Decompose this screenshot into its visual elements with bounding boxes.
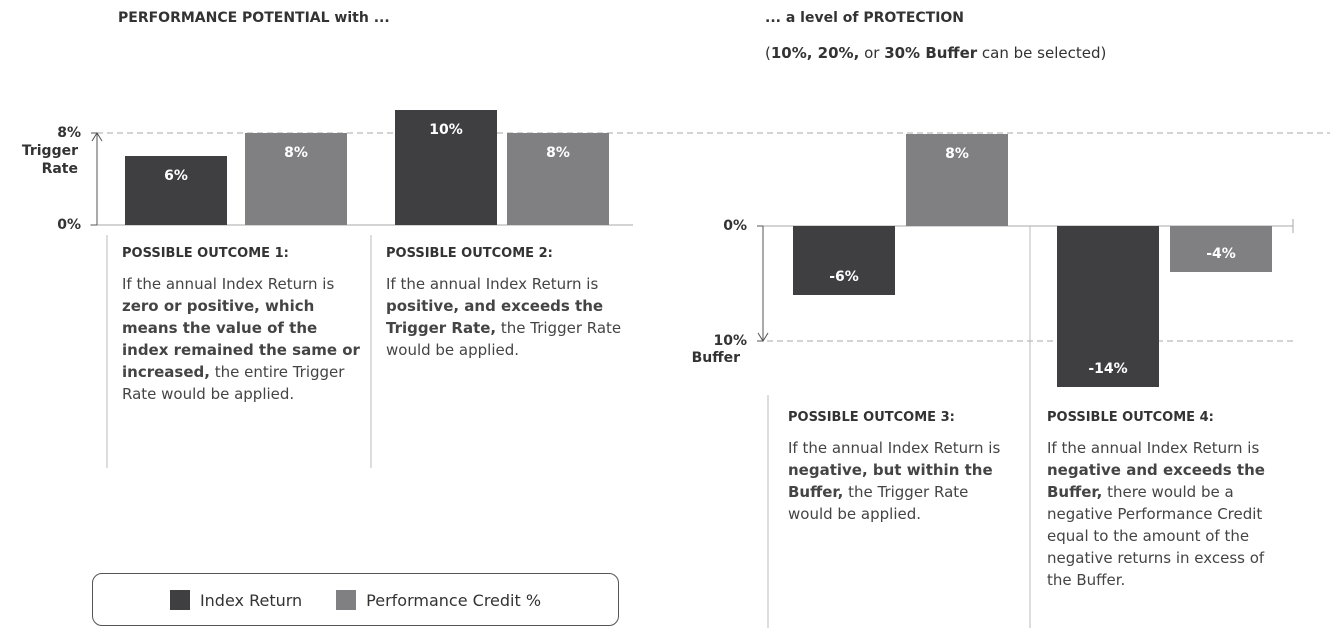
right-subtitle: (10%, 20%, or 30% Buffer can be selected… <box>765 44 1106 62</box>
text-run: there would be a negative Performance Cr… <box>1047 483 1265 589</box>
text-run: negative and exceeds the Buffer, <box>1047 461 1265 501</box>
text-run: the Trigger Rate would be applied. <box>788 483 969 523</box>
bar <box>1170 226 1272 272</box>
text-run: If the annual Index Return is <box>386 275 599 293</box>
outcome-title: POSSIBLE OUTCOME 1: <box>122 246 289 261</box>
legend: Index Return Performance Credit % <box>92 573 619 626</box>
right-title: ... a level of PROTECTION <box>765 10 965 26</box>
text-run: can be selected) <box>977 44 1107 62</box>
text-run: 10%, 20%, <box>770 44 860 62</box>
legend-item: Performance Credit % <box>336 589 542 610</box>
text-run: If the annual Index Return is <box>1047 439 1260 457</box>
outcome-text: If the annual Index Return is zero or po… <box>122 273 362 405</box>
outcome-title: POSSIBLE OUTCOME 4: <box>1047 410 1214 425</box>
legend-swatch <box>336 589 357 610</box>
outcome-title: POSSIBLE OUTCOME 3: <box>788 410 955 425</box>
tick-label: 8% <box>57 125 81 141</box>
tick-label: 0% <box>57 217 81 233</box>
text-run: the Trigger Rate would be applied. <box>386 319 622 359</box>
text-run: 30% Buffer <box>884 44 978 62</box>
value-label: 8% <box>284 145 308 161</box>
bar <box>906 134 1008 226</box>
value-label: -4% <box>1206 246 1236 262</box>
value-label: 8% <box>945 146 969 162</box>
axis-caption: Buffer <box>691 350 740 366</box>
text-run: ( <box>765 44 771 62</box>
left-title: PERFORMANCE POTENTIAL with ... <box>118 10 390 26</box>
text-run: the entire Trigger Rate would be applied… <box>122 363 345 403</box>
tick-label: 10% <box>713 333 747 349</box>
text-run: If the annual Index Return is <box>788 439 1001 457</box>
bar <box>793 226 895 295</box>
text-run: If the annual Index Return is <box>122 275 335 293</box>
legend-item: Index Return <box>169 589 303 610</box>
axis-caption: Trigger Rate <box>21 143 78 177</box>
outcome-text: If the annual Index Return is negative a… <box>1047 437 1292 591</box>
text-run: zero or positive, which means the value … <box>122 297 360 381</box>
value-label: 8% <box>546 145 570 161</box>
outcome-text: If the annual Index Return is negative, … <box>788 437 1013 525</box>
bar <box>1057 226 1159 387</box>
value-label: -14% <box>1088 361 1127 377</box>
bar <box>125 156 227 225</box>
legend-label: Performance Credit % <box>366 590 542 610</box>
value-label: 10% <box>429 122 463 138</box>
bar <box>507 133 609 225</box>
outcome-title: POSSIBLE OUTCOME 2: <box>386 246 553 261</box>
tick-label: 0% <box>723 218 747 234</box>
legend-swatch <box>169 589 190 610</box>
value-label: -6% <box>829 269 859 285</box>
outcome-text: If the annual Index Return is positive, … <box>386 273 646 361</box>
legend-label: Index Return <box>199 590 303 610</box>
text-run: positive, and exceeds the Trigger Rate, <box>386 297 604 337</box>
value-label: 6% <box>164 168 188 184</box>
bar <box>245 133 347 225</box>
bar <box>395 110 497 225</box>
text-run: negative, but within the Buffer, <box>788 461 993 501</box>
text-run: or <box>859 44 885 62</box>
